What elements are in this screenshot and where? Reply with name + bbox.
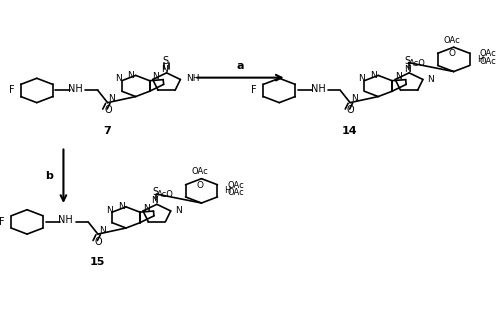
- Text: OAc: OAc: [191, 167, 208, 176]
- Text: N: N: [143, 204, 150, 213]
- Text: N: N: [404, 64, 410, 73]
- Text: 7: 7: [103, 126, 111, 136]
- Text: b: b: [45, 171, 53, 181]
- Text: NH: NH: [186, 74, 200, 83]
- Text: N: N: [106, 206, 112, 215]
- Text: F: F: [0, 217, 4, 227]
- Text: N: N: [428, 75, 434, 84]
- Text: 14: 14: [342, 126, 357, 136]
- Text: OAc: OAc: [480, 57, 496, 66]
- Text: N: N: [118, 202, 124, 211]
- Text: N: N: [152, 72, 160, 81]
- Text: S: S: [152, 187, 158, 197]
- Text: a: a: [236, 62, 244, 71]
- Text: O: O: [94, 237, 102, 247]
- Text: NH: NH: [58, 215, 73, 225]
- Text: O: O: [347, 105, 354, 115]
- Text: N: N: [108, 94, 116, 103]
- Text: OAc: OAc: [444, 36, 460, 45]
- Text: 15: 15: [90, 257, 105, 267]
- Text: F: F: [251, 85, 257, 95]
- Text: S: S: [404, 56, 410, 66]
- Text: F: F: [8, 85, 14, 95]
- Text: O: O: [104, 105, 112, 115]
- Text: N: N: [395, 72, 402, 81]
- Text: N: N: [370, 71, 376, 80]
- Text: OAc: OAc: [227, 181, 244, 190]
- Text: N: N: [99, 226, 105, 235]
- Text: S: S: [162, 56, 168, 66]
- Text: H: H: [224, 186, 231, 195]
- Text: N: N: [128, 71, 134, 80]
- Text: N: N: [152, 196, 158, 205]
- Text: AcO: AcO: [408, 59, 426, 68]
- Text: O: O: [448, 49, 456, 58]
- Text: N: N: [358, 74, 365, 83]
- Text: N: N: [351, 94, 358, 103]
- Text: NH: NH: [68, 83, 83, 94]
- Text: N: N: [116, 74, 122, 83]
- Text: OAc: OAc: [227, 188, 244, 197]
- Text: N: N: [176, 206, 182, 215]
- Text: NH: NH: [310, 83, 326, 94]
- Text: H: H: [476, 55, 483, 64]
- Text: OAc: OAc: [480, 49, 496, 58]
- Text: AcO: AcO: [156, 190, 174, 199]
- Text: N: N: [162, 64, 168, 73]
- Text: O: O: [196, 181, 203, 190]
